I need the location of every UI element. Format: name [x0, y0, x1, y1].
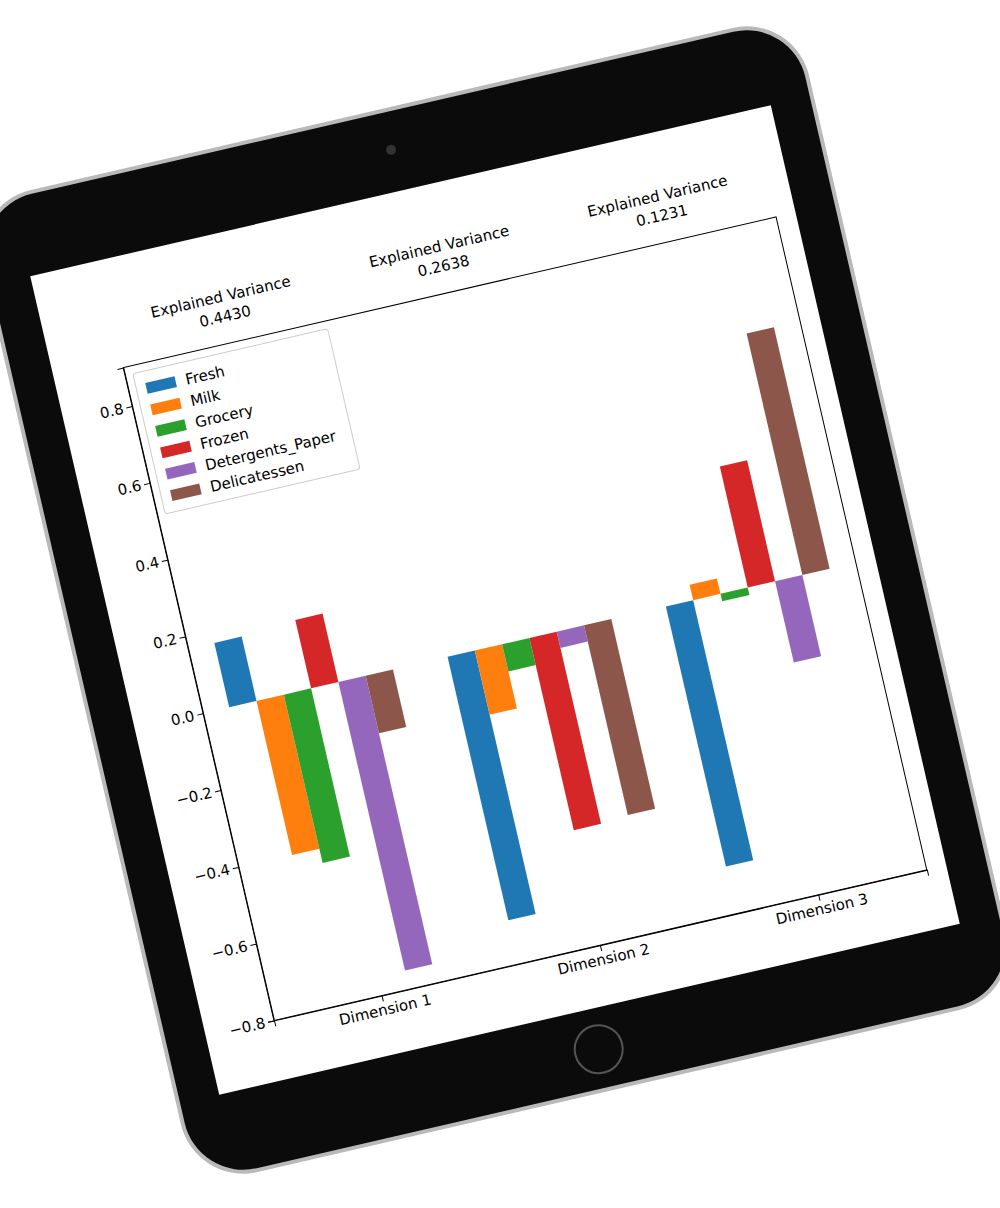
bar: [557, 625, 588, 648]
bar: [295, 614, 338, 689]
y-tick: 0.6: [116, 474, 152, 499]
y-tick: −0.4: [192, 858, 240, 886]
y-tick-mark: [197, 714, 203, 715]
y-tick-label: −0.6: [210, 937, 250, 963]
tablet-body: [0, 18, 1000, 1181]
chart: −0.8 −0.6 −0.4 −0.2 0.0 0.2 0.4 0.6 0.8 Dimension…: [66, 162, 932, 1053]
y-tick: −0.8: [228, 1012, 276, 1040]
home-button[interactable]: [570, 1020, 628, 1078]
x-tick-label: Dimension 2: [556, 940, 652, 979]
explained-variance: Explained Variance0.4430: [149, 272, 297, 341]
camera: [385, 144, 397, 156]
y-tick-label: 0.2: [151, 630, 178, 653]
y-tick-label: −0.8: [228, 1014, 268, 1040]
x-tick-label: Dimension 1: [337, 990, 433, 1029]
bar: [690, 578, 721, 600]
series: [283, 460, 819, 880]
bar: [284, 688, 350, 863]
legend: FreshMilkGroceryFrozenDetergents_PaperDe…: [133, 329, 360, 514]
x-tick: Dimension 3: [773, 884, 870, 928]
y-tick-mark: [268, 1021, 274, 1022]
y-tick-label: −0.2: [175, 784, 215, 810]
legend-label: Delicatessen: [208, 457, 306, 496]
legend-box: [133, 329, 360, 514]
y-tick-mark: [162, 560, 168, 561]
y-tick-label: 0.6: [116, 476, 143, 499]
page: −0.8 −0.6 −0.4 −0.2 0.0 0.2 0.4 0.6 0.8 Dimension…: [0, 0, 1000, 1208]
x-axis: Dimension 1 Dimension 2 Dimension 3: [274, 870, 932, 1044]
explained-variance-value: 0.1231: [634, 201, 689, 230]
y-tick-mark: [144, 483, 150, 484]
bar: [529, 632, 601, 831]
bar: [214, 637, 256, 708]
legend-swatch: [155, 419, 187, 436]
legend-label: Fresh: [184, 362, 227, 389]
series: [338, 575, 869, 971]
screen: [30, 105, 959, 1094]
legend-swatch: [170, 484, 202, 501]
y-tick: 0.8: [98, 398, 134, 423]
y-tick: 0.2: [151, 628, 187, 653]
legend-swatch: [145, 376, 177, 393]
y-tick-mark: [215, 791, 221, 792]
explained-variance: Explained Variance0.1231: [586, 171, 734, 240]
y-tick-label: −0.4: [192, 860, 232, 886]
y-tick-mark: [233, 867, 239, 868]
y-tick-label: 0.8: [98, 400, 125, 423]
y-tick: −0.2: [175, 782, 223, 810]
y-tick: 0.0: [169, 705, 205, 730]
bar: [720, 460, 775, 587]
bar: [366, 669, 407, 733]
x-tick: Dimension 2: [555, 935, 652, 979]
bar: [720, 588, 749, 602]
y-tick-label: 0.0: [169, 707, 196, 730]
x-tick: Dimension 1: [336, 985, 433, 1029]
y-tick-label: 0.4: [134, 553, 161, 576]
series: [310, 327, 874, 865]
plot: −0.8 −0.6 −0.4 −0.2 0.0 0.2 0.4 0.6 0.8 Dimension…: [66, 162, 932, 1053]
bar: [584, 619, 655, 815]
y-tick-mark: [126, 407, 132, 408]
bar: [775, 575, 821, 663]
legend-item: Delicatessen: [169, 457, 306, 505]
tablet-edge: [0, 14, 1000, 1187]
series: [214, 536, 754, 971]
explained-variance-value: 0.2638: [416, 251, 471, 280]
tablet: −0.8 −0.6 −0.4 −0.2 0.0 0.2 0.4 0.6 0.8 Dimension…: [0, 14, 1000, 1187]
bar: [747, 327, 830, 575]
legend-swatch: [160, 441, 192, 458]
bar: [666, 600, 753, 866]
y-tick-mark: [250, 944, 256, 945]
legend-label: Milk: [188, 386, 222, 410]
y-tick: −0.6: [210, 935, 258, 963]
explained-variance-value: 0.4430: [198, 302, 253, 331]
plot-frame: [123, 217, 927, 1021]
legend-swatch: [150, 398, 182, 415]
y-tick-mark: [180, 637, 186, 638]
legend-swatch: [165, 462, 197, 479]
explained-variance: Explained Variance0.2638: [367, 222, 515, 291]
x-tick-label: Dimension 3: [774, 890, 870, 929]
y-tick: 0.4: [134, 551, 170, 576]
